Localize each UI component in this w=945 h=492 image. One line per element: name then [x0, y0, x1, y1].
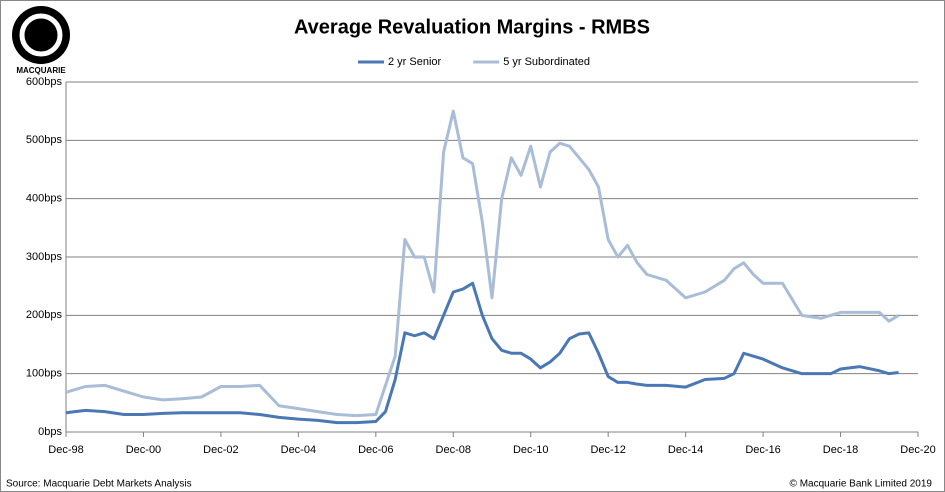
x-tick-label: Dec-04 — [281, 444, 316, 456]
x-tick-label: Dec-02 — [203, 444, 238, 456]
logo-text: MACQUARIE — [16, 66, 66, 75]
legend-label: 2 yr Senior — [388, 56, 442, 68]
y-tick-label: 300bps — [26, 251, 63, 263]
y-tick-label: 0bps — [38, 426, 62, 438]
y-tick-label: 400bps — [26, 193, 63, 205]
x-tick-label: Dec-16 — [745, 444, 780, 456]
source: Source: Macquarie Debt Markets Analysis — [6, 479, 192, 490]
x-tick-label: Dec-14 — [668, 444, 703, 456]
y-tick-label: 500bps — [26, 134, 63, 146]
series-line — [65, 109, 900, 418]
y-tick-label: 600bps — [26, 76, 63, 88]
x-tick-label: Dec-98 — [48, 444, 83, 456]
x-tick-label: Dec-18 — [823, 444, 858, 456]
x-tick-label: Dec-06 — [358, 444, 393, 456]
x-tick-label: Dec-10 — [513, 444, 548, 456]
x-tick-label: Dec-08 — [436, 444, 471, 456]
logo: MACQUARIE — [12, 6, 70, 75]
series-line — [65, 281, 899, 425]
x-tick-label: Dec-12 — [590, 444, 625, 456]
legend-label: 5 yr Subordinated — [503, 56, 590, 68]
copyright: © Macquarie Bank Limited 2019 — [790, 479, 933, 490]
y-tick-label: 200bps — [26, 309, 63, 321]
x-tick-label: Dec-00 — [126, 444, 161, 456]
chart-title: Average Revaluation Margins - RMBS — [294, 16, 650, 38]
x-tick-label: Dec-20 — [900, 444, 935, 456]
y-tick-label: 100bps — [26, 368, 63, 380]
